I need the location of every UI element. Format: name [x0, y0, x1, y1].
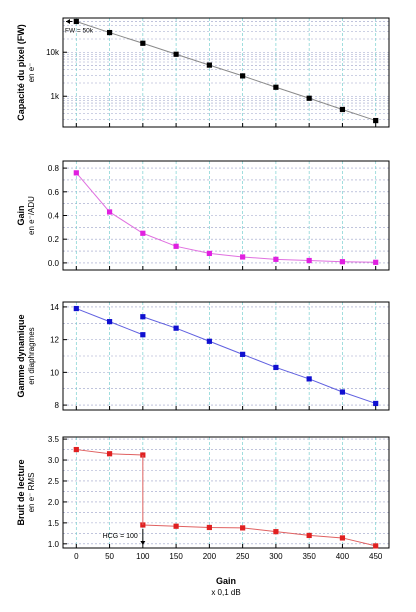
- y-tick-label: 1.0: [48, 540, 60, 549]
- y-axis-subtitle: en e⁻ RMS: [27, 473, 36, 513]
- plot-frame: [62, 301, 390, 411]
- plot-area: [63, 18, 389, 127]
- y-axis-subtitle: en e⁻: [27, 63, 36, 83]
- data-point: [106, 209, 113, 215]
- y-tick-label: 2.0: [48, 498, 60, 507]
- data-point: [206, 524, 212, 531]
- data-point: [240, 254, 246, 260]
- data-point: [73, 170, 79, 176]
- data-point: [73, 18, 79, 25]
- data-point: [339, 106, 346, 113]
- data-point: [373, 117, 379, 124]
- y-tick-label: 1.5: [48, 519, 60, 528]
- y-tick-label: 0.2: [48, 235, 60, 244]
- data-point: [339, 389, 346, 395]
- series-line: [142, 316, 376, 404]
- data-point: [173, 243, 179, 249]
- y-tick-label: 0.6: [48, 188, 60, 197]
- x-tick-label: 50: [105, 552, 114, 561]
- y-axis-subtitle: en diaphragmes: [27, 327, 36, 384]
- fw-annotation-label: FW = 50k: [65, 27, 94, 34]
- y-axis-title: Capacité du pixel (FW): [16, 24, 26, 121]
- y-tick-label: 2.5: [48, 477, 60, 486]
- x-tick-label: 250: [236, 552, 250, 561]
- y-axis-title: Bruit de lecture: [16, 459, 26, 525]
- y-tick-label: 14: [50, 303, 59, 312]
- series-line: [142, 524, 376, 547]
- panel-4: 1.0 1.5 2.0 2.5 3.0 3.5 Bruit de lecture en e⁻ …: [16, 435, 390, 549]
- panel-1: 1k 10k Capacité du pixel (FW) en e⁻ FW = 50k: [16, 17, 390, 128]
- data-point: [173, 325, 179, 331]
- plot-area: [63, 302, 389, 410]
- data-point: [306, 376, 312, 382]
- y-tick-label: 10k: [46, 48, 60, 57]
- data-point: [373, 543, 379, 549]
- plot-area: [63, 161, 389, 270]
- data-point: [373, 259, 379, 265]
- data-point: [306, 95, 312, 101]
- data-point: [106, 29, 113, 36]
- data-point: [373, 400, 379, 407]
- data-point: [206, 62, 212, 68]
- panel-3: 8 10 12 14 Gamme dynamique en diaphragmes: [16, 301, 390, 411]
- x-axis-title: Gain: [216, 576, 236, 586]
- data-point: [206, 250, 212, 257]
- data-point: [339, 535, 346, 541]
- data-point: [306, 257, 312, 264]
- x-tick-label: 200: [203, 552, 217, 561]
- y-tick-label: 10: [50, 368, 59, 377]
- x-tick-label: 350: [302, 552, 316, 561]
- plot-frame: [62, 17, 390, 128]
- y-tick-label: 0.8: [48, 164, 60, 173]
- series-line: [75, 172, 376, 263]
- y-tick-label: 3.5: [48, 435, 60, 444]
- data-point: [240, 351, 246, 357]
- data-point: [73, 305, 79, 312]
- data-point: [273, 256, 279, 262]
- y-axis-subtitle: en e⁻/ADU: [27, 196, 36, 235]
- data-point: [173, 523, 179, 529]
- data-point: [173, 51, 179, 57]
- data-point: [140, 230, 146, 236]
- data-point: [106, 319, 113, 325]
- hcg-arrow-head: [140, 541, 146, 545]
- data-point: [140, 40, 146, 46]
- y-tick-label: 1k: [51, 92, 60, 101]
- y-axis-title: Gamme dynamique: [16, 314, 26, 397]
- data-point: [339, 259, 346, 265]
- x-tick-label: 150: [169, 552, 183, 561]
- y-tick-label: 8: [55, 401, 60, 410]
- x-tick-label: 0: [74, 552, 79, 561]
- data-point: [306, 532, 312, 539]
- data-point: [273, 529, 279, 535]
- y-axis-title: Gain: [16, 205, 26, 225]
- data-point: [240, 73, 246, 79]
- y-tick-label: 12: [50, 336, 59, 345]
- data-point: [273, 364, 279, 371]
- x-tick-label: 400: [336, 552, 350, 561]
- y-tick-label: 0.0: [48, 259, 60, 268]
- x-tick-label: 300: [269, 552, 283, 561]
- fw-arrow-head: [66, 18, 70, 24]
- panel-2: 0.0 0.2 0.4 0.6 0.8 Gain en e⁻/ADU: [16, 160, 390, 271]
- data-point: [106, 451, 113, 457]
- data-point: [240, 525, 246, 531]
- hcg-annotation-label: HCG = 100: [103, 533, 138, 540]
- plot-area: [63, 437, 389, 548]
- data-point: [206, 338, 212, 344]
- y-tick-label: 0.4: [48, 212, 60, 221]
- x-tick-label: 450: [369, 552, 383, 561]
- data-point: [140, 332, 146, 338]
- data-point: [273, 84, 279, 90]
- x-tick-label: 100: [136, 552, 150, 561]
- data-point: [140, 314, 146, 320]
- plot-frame: [62, 436, 390, 549]
- series-line: [76, 21, 376, 122]
- x-axis-unit: x 0,1 dB: [211, 588, 240, 597]
- data-point: [73, 446, 79, 453]
- y-tick-label: 3.0: [48, 456, 60, 465]
